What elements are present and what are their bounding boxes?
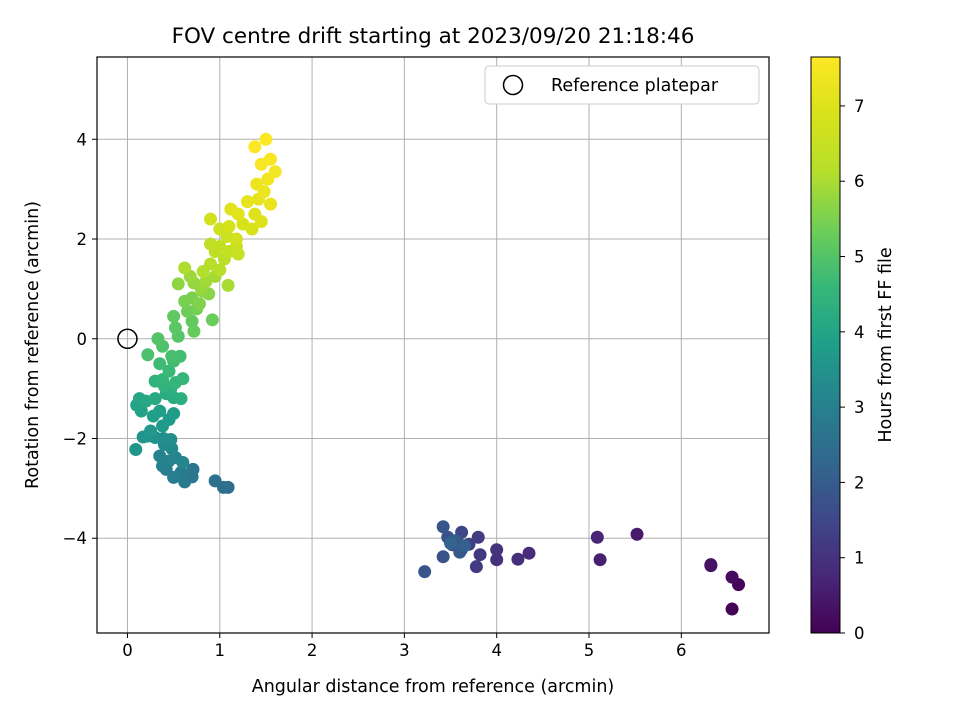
colorbar-tick-label: 0 bbox=[854, 624, 865, 643]
data-point bbox=[162, 364, 176, 378]
legend-label: Reference platepar bbox=[551, 76, 719, 96]
y-tick-label: 2 bbox=[77, 230, 88, 249]
x-tick-label: 2 bbox=[307, 641, 318, 660]
chart-title: FOV centre drift starting at 2023/09/20 … bbox=[172, 24, 695, 49]
data-point bbox=[725, 602, 739, 616]
data-point bbox=[250, 177, 264, 191]
data-point bbox=[490, 543, 504, 557]
data-point bbox=[268, 165, 282, 179]
data-point bbox=[187, 324, 201, 338]
data-point bbox=[418, 565, 432, 579]
y-tick-label: 4 bbox=[77, 130, 88, 149]
data-point bbox=[522, 546, 536, 560]
data-point bbox=[213, 263, 227, 277]
data-point bbox=[151, 332, 165, 346]
data-point bbox=[167, 309, 181, 323]
data-point bbox=[146, 409, 160, 423]
data-point bbox=[630, 527, 644, 541]
data-point bbox=[248, 207, 262, 221]
data-point bbox=[153, 357, 167, 371]
legend: Reference platepar bbox=[484, 65, 760, 105]
data-point bbox=[240, 195, 254, 209]
grid-lines bbox=[97, 57, 769, 633]
data-point bbox=[264, 152, 278, 166]
data-point bbox=[436, 550, 450, 564]
data-point bbox=[176, 372, 190, 386]
data-point bbox=[457, 539, 471, 553]
data-point bbox=[174, 392, 188, 406]
y-tick-label: −2 bbox=[63, 430, 87, 449]
data-point bbox=[141, 348, 155, 362]
data-point bbox=[444, 536, 458, 550]
data-point bbox=[231, 207, 245, 221]
data-point bbox=[511, 552, 525, 566]
legend-box bbox=[484, 65, 760, 105]
data-point bbox=[248, 140, 262, 154]
data-point bbox=[205, 313, 219, 327]
data-point bbox=[168, 321, 182, 335]
data-point bbox=[165, 349, 179, 363]
y-axis-ticks: −4 −2 0 2 4 bbox=[63, 130, 97, 548]
data-point bbox=[204, 257, 218, 271]
colorbar-tick-label: 4 bbox=[854, 323, 865, 342]
colorbar-tick-label: 2 bbox=[854, 473, 865, 492]
x-tick-label: 5 bbox=[584, 641, 595, 660]
data-point bbox=[176, 455, 190, 469]
data-point bbox=[129, 442, 143, 456]
data-point bbox=[725, 570, 739, 584]
data-point bbox=[229, 232, 243, 246]
x-tick-label: 3 bbox=[399, 641, 410, 660]
colorbar-ticks: 0 1 2 3 4 5 6 7 bbox=[840, 97, 865, 643]
x-tick-label: 0 bbox=[122, 641, 133, 660]
data-point bbox=[593, 553, 607, 567]
x-tick-label: 6 bbox=[676, 641, 687, 660]
legend-marker bbox=[502, 74, 524, 96]
data-point bbox=[167, 407, 181, 421]
data-point bbox=[264, 197, 278, 211]
data-point bbox=[469, 560, 483, 574]
data-point bbox=[590, 530, 604, 544]
data-point bbox=[221, 278, 235, 292]
data-point bbox=[171, 277, 185, 291]
x-tick-label: 4 bbox=[491, 641, 502, 660]
plot-frame bbox=[96, 56, 770, 634]
colorbar bbox=[810, 56, 841, 634]
data-point bbox=[178, 261, 192, 275]
data-point bbox=[436, 520, 450, 534]
data-point bbox=[192, 297, 206, 311]
reference-platepar-marker bbox=[117, 328, 138, 350]
data-point bbox=[473, 548, 487, 562]
reference-marker bbox=[117, 328, 138, 350]
data-point bbox=[222, 220, 236, 234]
data-point bbox=[148, 392, 162, 406]
data-point bbox=[204, 212, 218, 226]
data-point bbox=[245, 222, 259, 236]
colorbar-tick-label: 7 bbox=[854, 97, 865, 116]
colorbar-tick-label: 3 bbox=[854, 398, 865, 417]
data-points bbox=[129, 132, 746, 616]
data-point bbox=[704, 559, 718, 573]
x-axis-label: Angular distance from reference (arcmin) bbox=[252, 677, 615, 697]
data-point bbox=[490, 553, 504, 567]
colorbar-tick-label: 5 bbox=[854, 248, 865, 267]
data-point bbox=[471, 530, 485, 544]
colorbar-tick-label: 6 bbox=[854, 172, 865, 191]
y-axis-label: Rotation from reference (arcmin) bbox=[23, 201, 43, 489]
data-point bbox=[259, 132, 273, 146]
y-tick-label: 0 bbox=[77, 330, 88, 349]
data-point bbox=[185, 314, 199, 328]
x-axis-ticks: 0 1 2 3 4 5 6 bbox=[122, 633, 687, 660]
colorbar-tick-label: 1 bbox=[854, 549, 865, 568]
colorbar-label: Hours from first FF file bbox=[876, 247, 896, 442]
data-point bbox=[208, 474, 222, 488]
x-tick-label: 1 bbox=[215, 641, 226, 660]
data-point bbox=[144, 424, 158, 438]
y-tick-label: −4 bbox=[63, 529, 87, 548]
